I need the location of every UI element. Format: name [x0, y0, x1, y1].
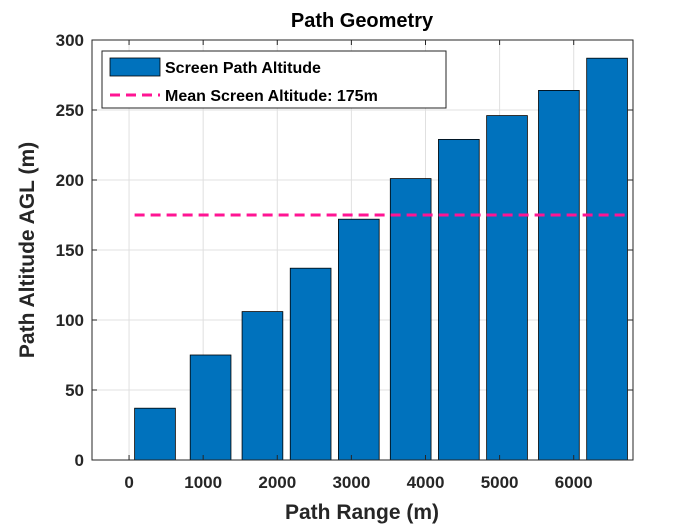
- legend-bar-swatch: [109, 57, 161, 77]
- y-tick-label: 50: [65, 381, 84, 400]
- x-tick-label: 3000: [332, 473, 370, 492]
- y-axis-label: Path Altitude AGL (m): [16, 142, 39, 358]
- ticks: [92, 39, 633, 461]
- bar: [486, 115, 528, 461]
- x-tick-labels: 0 1000 2000 3000 4000 5000 6000: [124, 473, 592, 492]
- x-tick-label: 5000: [481, 473, 519, 492]
- legend-label-bars: Screen Path Altitude: [165, 60, 321, 77]
- bar: [289, 267, 332, 461]
- legend: Screen Path Altitude Mean Screen Altitud…: [101, 50, 447, 109]
- y-tick-label: 300: [56, 31, 84, 50]
- bar: [241, 311, 284, 461]
- bar: [438, 138, 480, 461]
- x-axis-label: Path Range (m): [285, 501, 439, 524]
- y-tick-label: 0: [75, 451, 84, 470]
- bar: [189, 354, 232, 461]
- y-tick-label: 200: [56, 171, 84, 190]
- y-tick-labels: 0 50 100 150 200 250 300: [56, 31, 84, 470]
- bar: [389, 178, 432, 461]
- bars: [134, 57, 628, 461]
- y-tick-label: 100: [56, 311, 84, 330]
- x-tick-label: 0: [124, 473, 133, 492]
- x-tick-label: 1000: [184, 473, 222, 492]
- y-tick-label: 250: [56, 101, 84, 120]
- bar: [134, 407, 176, 461]
- x-tick-label: 4000: [407, 473, 445, 492]
- chart-title: Path Geometry: [291, 10, 434, 32]
- x-tick-label: 6000: [555, 473, 593, 492]
- y-tick-label: 150: [56, 241, 84, 260]
- bar: [338, 218, 380, 461]
- x-tick-label: 2000: [258, 473, 296, 492]
- legend-label-mean: Mean Screen Altitude: 175m: [165, 88, 378, 105]
- bar: [586, 57, 628, 461]
- bar: [538, 90, 580, 461]
